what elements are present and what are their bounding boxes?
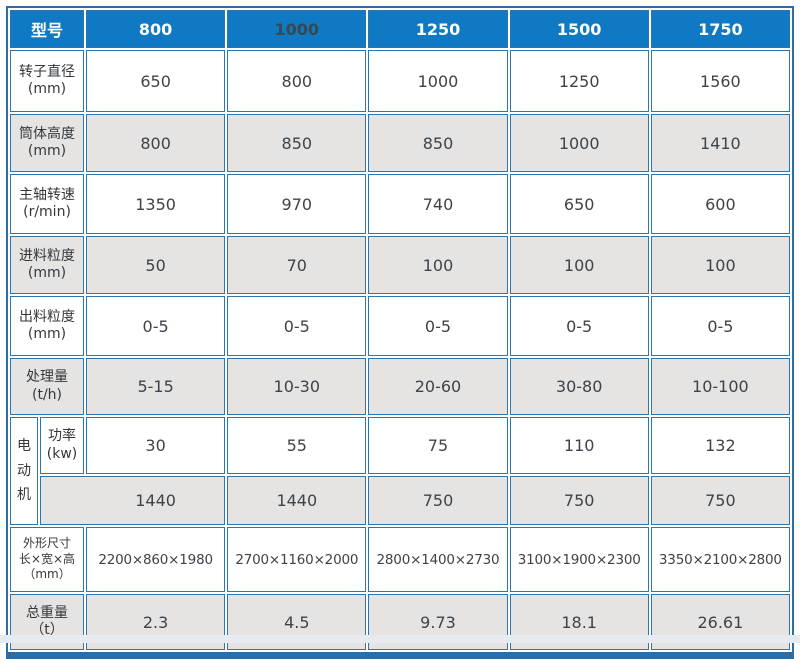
spec-value: 850 — [368, 114, 508, 172]
header-model-label: 型号 — [10, 10, 85, 48]
page: 型号 800 1000 1250 1500 1750 转子直径 (mm) 650… — [0, 6, 800, 659]
row-label-text: 主轴转速 — [19, 186, 75, 203]
motor-group-label-text: 电动机 — [17, 438, 31, 504]
row-label: 外形尺寸 长×宽×高 （mm） — [10, 527, 85, 592]
header-model-1750: 1750 — [650, 10, 790, 48]
row-discharge-size: 出料粒度 (mm) 0-5 0-5 0-5 0-5 0-5 — [10, 296, 790, 356]
spec-value: 1250 — [509, 50, 649, 112]
spec-value: 750 — [509, 476, 649, 525]
spec-value: 3100×1900×2300 — [509, 527, 649, 592]
spec-value: 750 — [650, 476, 790, 525]
header-model-1500: 1500 — [509, 10, 649, 48]
row-label-unit: (mm) — [27, 265, 67, 281]
header-model-1000: 1000 — [227, 10, 367, 48]
spec-value: 100 — [509, 236, 649, 294]
spec-value: 30-80 — [509, 358, 649, 415]
spec-value: 800 — [86, 114, 226, 172]
row-label: 出料粒度 (mm) — [10, 296, 85, 356]
row-label: 处理量 (t/h) — [10, 358, 85, 415]
row-label-text: 处理量 — [26, 369, 68, 385]
spec-value: 0-5 — [509, 296, 649, 356]
spec-value: 850 — [227, 114, 367, 172]
spec-value: 110 — [509, 417, 649, 474]
row-label: 进料粒度 (mm) — [10, 236, 85, 294]
row-motor-power: 电动机 功率 (kw) 30 55 75 110 132 — [10, 417, 790, 525]
header-row: 型号 800 1000 1250 1500 1750 — [10, 10, 790, 48]
spec-value: 2800×1400×2730 — [368, 527, 508, 592]
row-label: 转子直径 (mm) — [10, 50, 85, 112]
row-label: 筒体高度 (mm) — [10, 114, 85, 172]
spec-value: 750 — [368, 476, 508, 525]
row-label-unit: (mm) — [27, 326, 67, 342]
header-model-800: 800 — [86, 10, 226, 48]
spec-value: 132 — [650, 417, 790, 474]
spec-value: 1350 — [86, 174, 226, 234]
row-rotor-diameter: 转子直径 (mm) 650 800 1000 1250 1560 — [10, 50, 790, 112]
spec-value: 1560 — [650, 50, 790, 112]
spec-value: 600 — [650, 174, 790, 234]
spec-value: 0-5 — [86, 296, 226, 356]
row-feed-size: 进料粒度 (mm) 50 70 100 100 100 — [10, 236, 790, 294]
spec-value: 10-100 — [650, 358, 790, 415]
bottom-strip — [0, 635, 800, 643]
dims-label-line3: （mm） — [23, 567, 71, 582]
dims-label-line1: 外形尺寸 — [23, 536, 72, 551]
row-dimensions: 外形尺寸 长×宽×高 （mm） 2200×860×1980 2700×1160×… — [10, 527, 790, 592]
spec-value: 3350×2100×2800 — [650, 527, 790, 592]
spec-value: 0-5 — [368, 296, 508, 356]
spec-value: 10-30 — [227, 358, 367, 415]
spec-value: 1440 — [227, 476, 367, 525]
spec-value: 30 — [86, 417, 226, 474]
row-label-text: 总重量 — [26, 604, 68, 621]
row-label-text: 筒体高度 — [19, 125, 75, 142]
spec-value: 2700×1160×2000 — [227, 527, 367, 592]
spec-value: 740 — [368, 174, 508, 234]
spec-value: 100 — [368, 236, 508, 294]
row-motor-speed: 1440 1440 750 750 750 — [10, 476, 790, 525]
spec-value: 5-15 — [86, 358, 226, 415]
spec-value: 55 — [227, 417, 367, 474]
row-label-text: 转子直径 — [19, 63, 75, 80]
row-label: 主轴转速 (r/min) — [10, 174, 85, 234]
spec-value: 1410 — [650, 114, 790, 172]
spec-value: 50 — [86, 236, 226, 294]
spec-value: 100 — [650, 236, 790, 294]
spec-value: 2200×860×1980 — [86, 527, 226, 592]
spec-value: 1000 — [509, 114, 649, 172]
spec-value: 1000 — [368, 50, 508, 112]
spec-value: 70 — [227, 236, 367, 294]
row-label-unit: (mm) — [27, 81, 67, 97]
spec-value: 650 — [86, 50, 226, 112]
row-label-unit: (mm) — [27, 143, 67, 159]
motor-power-label-text: 功率 — [48, 428, 76, 444]
motor-power-label: 功率 (kw) — [40, 417, 85, 474]
spec-value: 0-5 — [227, 296, 367, 356]
spec-value: 800 — [227, 50, 367, 112]
motor-group-label: 电动机 — [10, 417, 38, 525]
dims-label-line2: 长×宽×高 — [18, 551, 76, 566]
spec-table: 型号 800 1000 1250 1500 1750 转子直径 (mm) 650… — [6, 6, 794, 659]
row-label-unit: （t） — [30, 622, 64, 638]
row-label-text: 进料粒度 — [19, 247, 75, 264]
spec-value: 20-60 — [368, 358, 508, 415]
spec-value: 970 — [227, 174, 367, 234]
spec-value: 0-5 — [650, 296, 790, 356]
row-label-text: 出料粒度 — [19, 308, 75, 325]
spec-value: 650 — [509, 174, 649, 234]
row-cylinder-height: 筒体高度 (mm) 800 850 850 1000 1410 — [10, 114, 790, 172]
row-spindle-speed: 主轴转速 (r/min) 1350 970 740 650 600 — [10, 174, 790, 234]
motor-power-label-unit: (kw) — [46, 445, 78, 462]
row-label-unit: (t/h) — [32, 386, 63, 403]
spec-value: 75 — [368, 417, 508, 474]
row-capacity: 处理量 (t/h) 5-15 10-30 20-60 30-80 10-100 — [10, 358, 790, 415]
header-model-1250: 1250 — [368, 10, 508, 48]
row-label-unit: (r/min) — [23, 204, 71, 220]
spec-value: 1440 — [40, 476, 226, 525]
